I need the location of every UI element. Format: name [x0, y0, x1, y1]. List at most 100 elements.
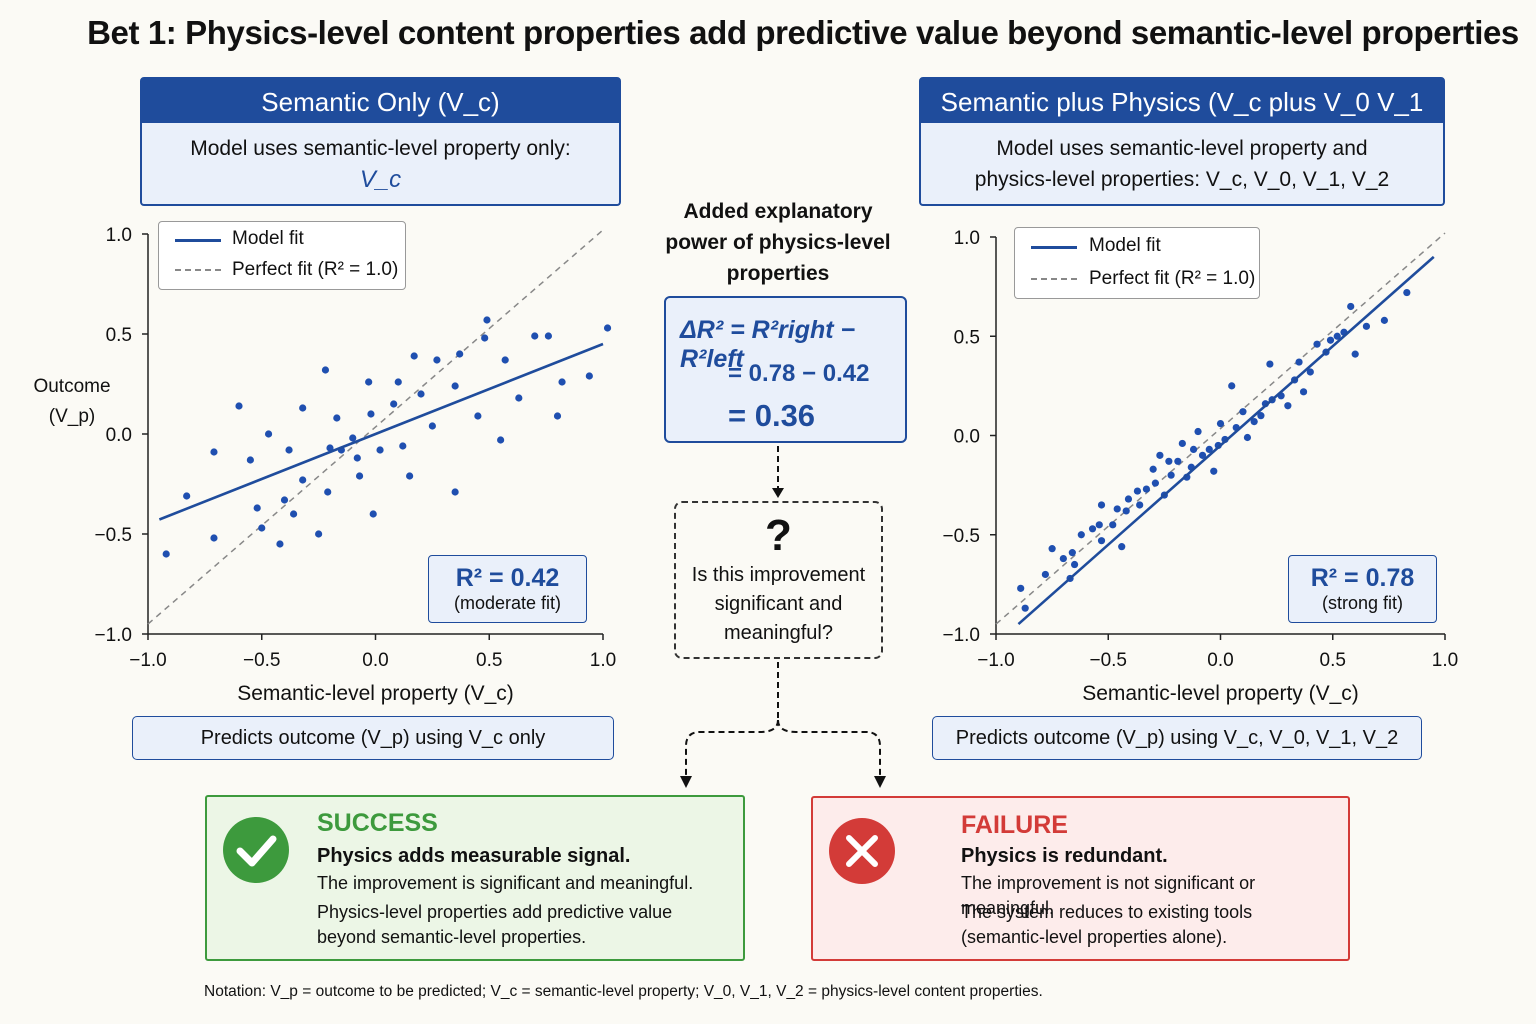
data-point: [1198, 451, 1207, 459]
data-point: [326, 444, 334, 452]
legend-perfect-fit: Perfect fit (R² = 1.0): [232, 259, 399, 280]
data-point: [428, 422, 436, 430]
data-point: [399, 442, 407, 450]
y-tick-label: −0.5: [942, 526, 980, 547]
data-point: [1021, 604, 1029, 612]
arrow-head: [772, 488, 784, 498]
x-tick-label: −0.5: [1089, 650, 1127, 671]
data-point: [349, 434, 357, 442]
data-point: [406, 472, 414, 480]
data-point: [1284, 402, 1292, 410]
data-point: [1017, 584, 1025, 592]
formula-line1: ΔR² = R²right − R²left: [680, 316, 856, 373]
data-point: [1239, 408, 1247, 416]
data-point: [280, 496, 289, 504]
data-point: [1178, 439, 1186, 448]
data-point: [210, 448, 218, 456]
data-point: [553, 412, 562, 420]
data-point: [1306, 368, 1314, 376]
data-point: [558, 378, 566, 386]
y-tick-label: 0.5: [106, 325, 132, 346]
data-point: [1142, 485, 1151, 493]
model-fit-swatch: [1031, 246, 1077, 249]
data-point: [367, 410, 375, 418]
perfect-fit-swatch: [175, 269, 221, 271]
y-tick-label: 0.5: [954, 327, 980, 348]
legend-model-fit: Model fit: [1089, 235, 1161, 256]
data-point: [451, 488, 459, 496]
data-point: [315, 530, 323, 538]
data-point: [1403, 288, 1411, 297]
data-point: [1077, 531, 1085, 539]
data-point: [603, 324, 612, 332]
legend-model-fit: Model fit: [232, 228, 304, 249]
success-subtitle: Physics adds measurable signal.: [317, 845, 631, 867]
data-point: [1347, 302, 1355, 311]
data-point: [585, 372, 593, 380]
failure-label: FAILURE: [961, 811, 1068, 839]
left-predicts-box: Predicts outcome (V_p) using V_c only: [132, 716, 614, 760]
data-point: [1313, 340, 1321, 348]
data-point: [1097, 501, 1106, 509]
data-point: [531, 332, 539, 340]
right-panel-body-line1: Model uses semantic-level property and: [996, 137, 1368, 160]
notation-footnote: Notation: V_p = outcome to be predicted;…: [204, 983, 1043, 1000]
data-point: [501, 356, 509, 364]
data-point: [276, 540, 284, 548]
data-point: [1362, 322, 1371, 330]
data-point: [1351, 350, 1359, 358]
x-axis-label: Semantic-level property (V_c): [1082, 682, 1359, 705]
right-panel-body-line2: physics-level properties: V_c, V_0, V_1,…: [974, 168, 1390, 191]
model-fit-line: [1017, 255, 1435, 626]
y-axis-label-text: Outcome (V_p): [33, 376, 111, 427]
data-point: [1194, 427, 1202, 436]
data-point: [451, 382, 459, 390]
data-point: [456, 350, 464, 358]
left-r2-value: R² = 0.42: [455, 564, 560, 592]
left-scatter-chart: −1.0 −1.0 −0.5 −0.5 0.0 0.0 0.5 0.5 1.0 1.0 Semant…: [94, 225, 616, 705]
y-tick-label: 0.0: [106, 425, 132, 446]
data-point: [544, 332, 553, 340]
failure-line2: The system reduces to existing tools: [961, 902, 1253, 922]
data-point: [1205, 445, 1213, 453]
perfect-fit-line: [995, 232, 1446, 625]
check-icon-glyph: [236, 835, 277, 867]
data-point: [183, 492, 191, 500]
perfect-fit-swatch: [1031, 278, 1077, 280]
data-point: [1095, 521, 1103, 529]
x-tick-label: 1.0: [590, 650, 616, 671]
x-tick-label: −0.5: [243, 650, 281, 671]
data-point: [417, 390, 425, 398]
left-panel-body: Model uses semantic-level property only:…: [140, 123, 621, 206]
data-point: [1124, 495, 1133, 503]
left-panel-variable: V_c: [359, 166, 402, 193]
data-point: [390, 400, 398, 408]
y-tick-label: 1.0: [106, 225, 132, 246]
data-point: [1059, 554, 1067, 563]
x-tick-label: 0.5: [1320, 650, 1346, 671]
data-point: [1118, 543, 1126, 551]
failure-line3: (semantic-level properties alone).: [961, 927, 1228, 947]
perfect-fit-line: [147, 229, 604, 625]
right-r2-value: R² = 0.78: [1310, 564, 1415, 592]
data-point: [1295, 358, 1303, 366]
formula-line3: = 0.36: [728, 398, 816, 433]
x-tick-label: −1.0: [977, 650, 1015, 671]
left-panel-header: Semantic Only (V_c): [140, 77, 621, 125]
arrow-left-head: [680, 776, 692, 788]
page-title: Bet 1: Physics-level content properties …: [87, 14, 1519, 51]
data-point: [246, 456, 254, 464]
arrow-left-branch: [685, 719, 779, 778]
success-line3: beyond semantic-level properties.: [317, 927, 587, 947]
data-point: [235, 402, 243, 410]
x-tick-label: 0.0: [362, 650, 388, 671]
failure-subtitle: Physics is redundant.: [961, 845, 1168, 867]
right-r2-note: (strong fit): [1321, 593, 1404, 613]
data-point: [1068, 549, 1076, 557]
data-point: [1109, 521, 1117, 529]
data-point: [1113, 505, 1121, 513]
y-tick-label: 1.0: [954, 228, 980, 249]
flow-arrows: [680, 446, 886, 788]
data-point: [253, 504, 261, 512]
left-panel-body-line: Model uses semantic-level property only:: [190, 137, 571, 160]
